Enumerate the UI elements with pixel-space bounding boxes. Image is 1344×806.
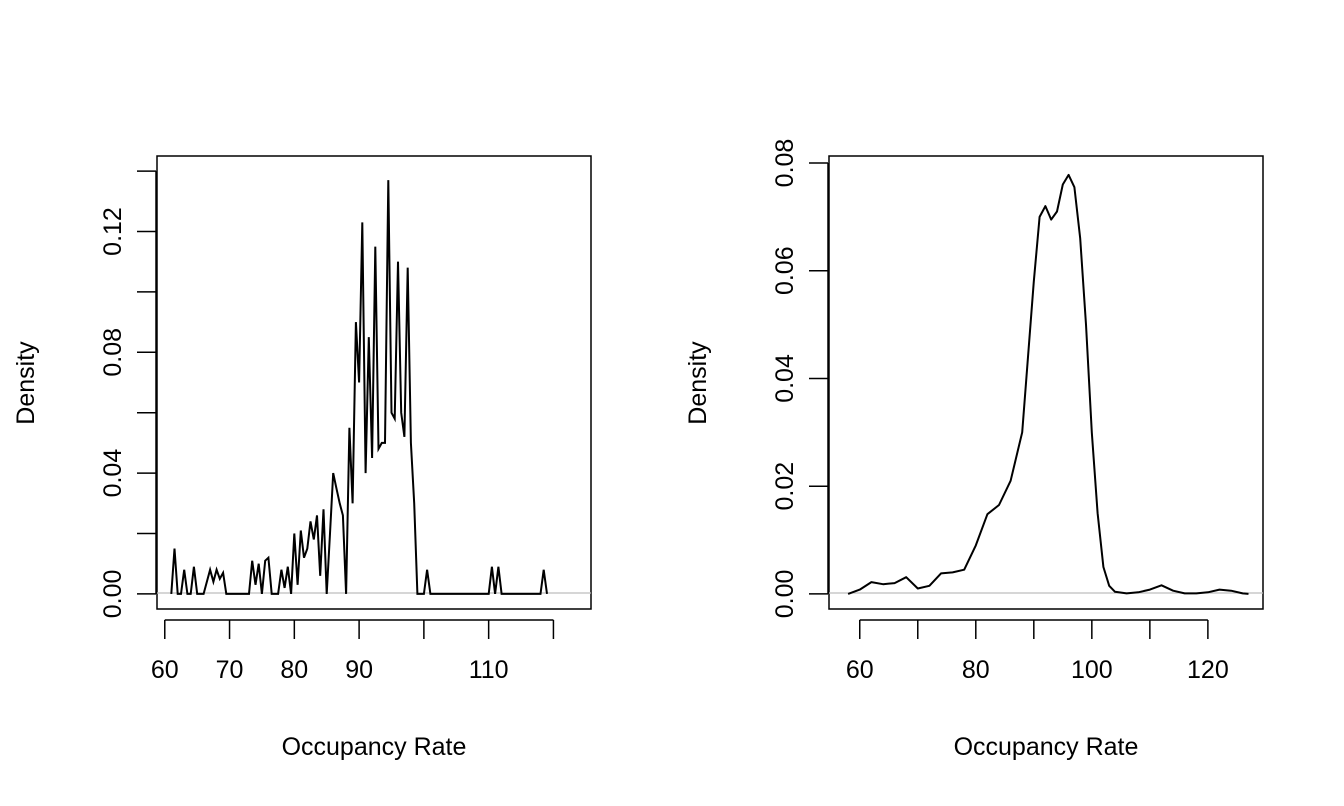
y-tick-label: 0.04: [771, 354, 799, 403]
right-x-axis-title: Occupancy Rate: [954, 733, 1139, 761]
y-tick-label: 0.08: [99, 328, 127, 377]
x-tick-label: 120: [1187, 656, 1229, 684]
x-tick-label: 100: [1071, 656, 1113, 684]
left-density-curve: [170, 180, 548, 595]
y-tick-label: 0.08: [771, 139, 799, 188]
y-tick-label: 0.12: [99, 207, 127, 256]
x-tick-label: 90: [345, 656, 373, 684]
x-tick-label: 60: [846, 656, 874, 684]
right-x-axis: 60 80 100 120: [846, 619, 1229, 684]
y-tick-label: 0.06: [771, 246, 799, 295]
right-plot-frame: [828, 155, 1264, 610]
left-plot-frame: [156, 155, 592, 610]
right-y-axis: 0.00 0.02 0.04 0.06 0.08: [771, 139, 829, 619]
left-y-axis: 0.00 0.04 0.08 0.12: [99, 170, 157, 619]
right-density-plot: 60 80 100 120 0.00 0.02 0.04 0.06 0.08 Occupanc…: [684, 139, 1264, 761]
y-tick-label: 0.04: [99, 449, 127, 498]
right-y-axis-title: Density: [684, 341, 712, 425]
left-x-axis-title: Occupancy Rate: [282, 733, 467, 761]
x-tick-label: 110: [469, 656, 509, 684]
y-tick-label: 0.00: [99, 570, 127, 619]
x-tick-label: 60: [151, 656, 179, 684]
x-tick-label: 80: [962, 656, 990, 684]
x-tick-label: 80: [280, 656, 308, 684]
right-density-curve: [847, 173, 1249, 595]
left-y-axis-title: Density: [12, 341, 40, 425]
left-density-plot: 60 70 80 90 110 0.00 0.04 0.08 0.12 Occupancy R…: [12, 155, 592, 761]
left-x-axis: 60 70 80 90 110: [151, 619, 555, 684]
x-tick-label: 70: [216, 656, 244, 684]
y-tick-label: 0.02: [771, 462, 799, 511]
y-tick-label: 0.00: [771, 570, 799, 619]
